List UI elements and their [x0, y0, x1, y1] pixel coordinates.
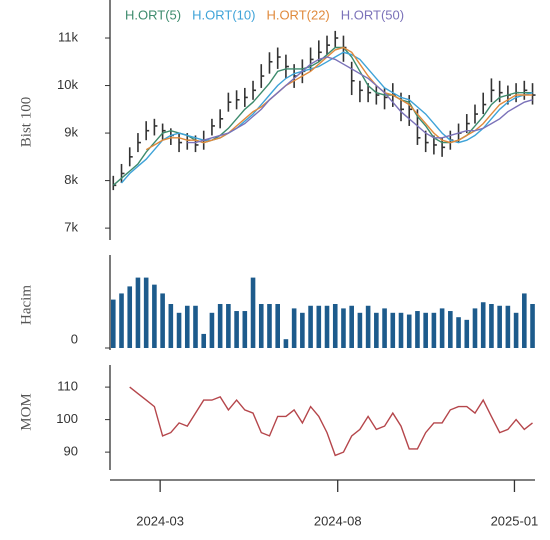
volume-bar [513, 312, 519, 348]
volume-bar [275, 304, 280, 348]
volume-bar [209, 312, 215, 348]
volume-bar [423, 312, 428, 348]
y-axis-label: MOM [18, 393, 34, 431]
volume-bar [349, 305, 354, 348]
volume-bar [505, 305, 511, 348]
volume-bar [480, 302, 486, 348]
y-tick-label: 110 [57, 379, 78, 394]
volume-bar [135, 277, 141, 348]
x-tick-label: 2024-03 [136, 513, 184, 528]
volume-bar [242, 311, 248, 348]
volume-bar [316, 305, 322, 348]
volume-bar [176, 312, 182, 348]
volume-bar [415, 311, 420, 348]
volume-bar [226, 304, 231, 348]
volume-bar [456, 317, 461, 348]
volume-bar [341, 308, 346, 348]
volume-bar [283, 339, 289, 348]
ma-line [145, 46, 533, 151]
mom-line [129, 386, 533, 457]
volume-bar [300, 312, 305, 348]
volume-bar [398, 312, 404, 348]
volume-bar [390, 312, 396, 348]
volume-bar [258, 304, 264, 348]
x-tick-label: 2025-01 [491, 513, 539, 528]
volume-bar [324, 305, 330, 348]
volume-bar [382, 308, 387, 348]
legend-label: H.ORT(5) [125, 7, 181, 22]
legend-label: H.ORT(22) [266, 7, 329, 22]
y-tick-label: 8k [64, 172, 78, 187]
volume-bar [267, 304, 272, 348]
legend-label: H.ORT(10) [192, 7, 255, 22]
volume-bar [193, 305, 198, 348]
y-tick-label: 90 [64, 444, 78, 459]
legend-label: H.ORT(50) [341, 7, 404, 22]
volume-bar [374, 312, 379, 348]
volume-bar [332, 304, 338, 348]
volume-bar [143, 277, 149, 348]
ma-line [120, 51, 533, 184]
volume-bar [119, 293, 124, 348]
volume-bar [472, 308, 478, 348]
volume-bar [110, 299, 116, 348]
volume-bar [530, 304, 535, 348]
volume-bar [448, 311, 453, 348]
y-axis-label: Hacim [18, 285, 34, 325]
volume-bar [160, 293, 165, 348]
y-axis-label: Bist 100 [18, 97, 34, 147]
volume-bar [489, 304, 494, 348]
volume-bar [291, 308, 297, 348]
volume-bar [464, 319, 470, 348]
y-tick-label: 0 [71, 331, 78, 346]
volume-bar [308, 305, 313, 348]
y-tick-label: 100 [56, 411, 78, 426]
volume-bar [127, 286, 133, 348]
x-tick-label: 2024-08 [314, 513, 362, 528]
volume-bar [168, 304, 174, 348]
ma-line [112, 46, 533, 186]
volume-bar [201, 333, 207, 348]
y-tick-label: 10k [57, 77, 78, 92]
volume-bar [497, 305, 502, 348]
volume-bar [217, 304, 223, 348]
y-tick-label: 9k [64, 125, 78, 140]
volume-bar [365, 305, 371, 348]
volume-bar [406, 314, 412, 348]
volume-bar [152, 284, 157, 348]
volume-bar [357, 312, 363, 348]
y-tick-label: 11k [58, 29, 78, 44]
volume-bar [431, 312, 437, 348]
y-tick-label: 7k [64, 220, 78, 235]
volume-bar [439, 308, 445, 348]
volume-bar [234, 311, 239, 348]
ma-line [187, 56, 533, 144]
volume-bar [522, 293, 527, 348]
volume-bar [250, 277, 256, 348]
volume-bar [184, 305, 190, 348]
